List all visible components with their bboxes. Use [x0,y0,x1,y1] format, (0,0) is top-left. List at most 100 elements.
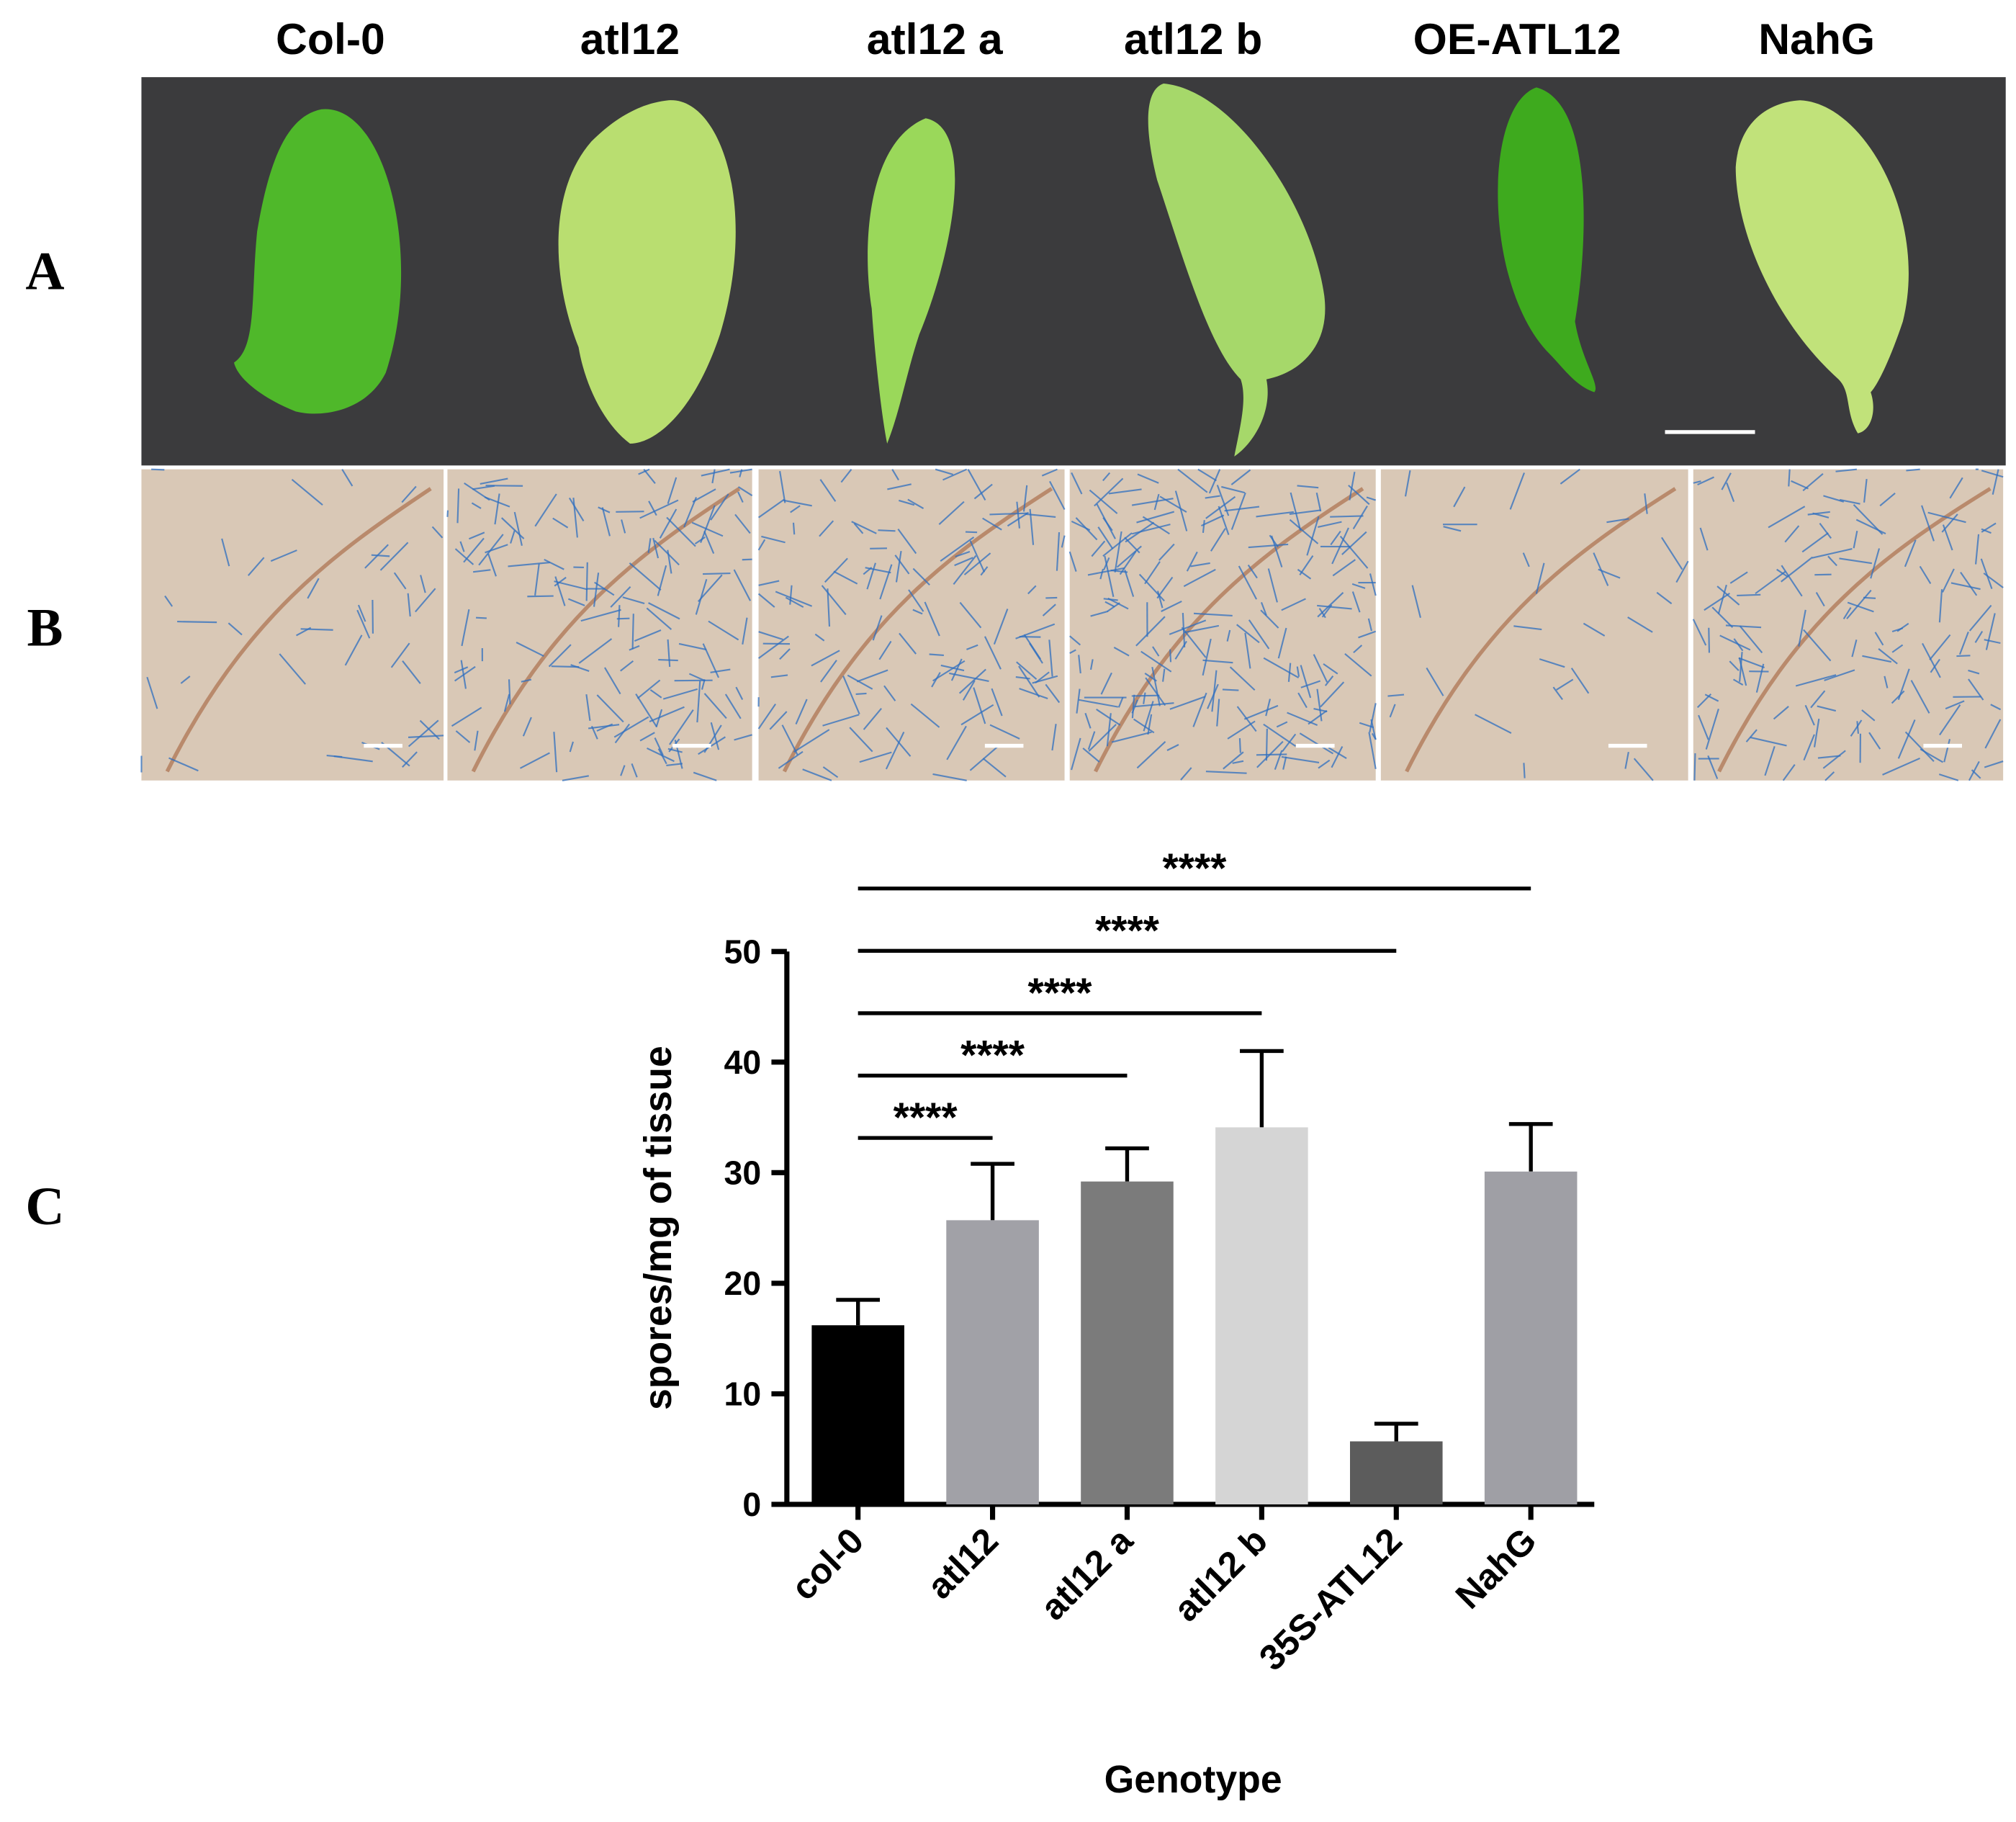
hypha [1804,704,1815,726]
hypha [1136,741,1166,769]
hypha [1323,663,1338,675]
hypha [1324,676,1334,686]
hypha [1267,568,1278,603]
hypha [1132,524,1171,535]
hypha [1174,490,1188,531]
hypha [631,763,638,778]
hypha [1368,732,1377,769]
hypha [1263,723,1297,748]
hypha [613,716,649,738]
hypha [1981,470,2004,478]
hypha [1707,755,1719,779]
hypha [1143,692,1146,704]
hypha [1027,585,1037,595]
hypha [775,591,813,607]
hypha [614,723,630,744]
hypha [1795,674,1837,687]
hypha [1299,732,1334,755]
hypha [761,535,786,544]
hypha [1781,565,1803,597]
hypha [779,471,786,503]
hypha [513,511,523,546]
hypha [1289,509,1321,515]
hypha [1104,601,1115,608]
hypha [942,468,968,481]
hypha [1960,572,1978,596]
hypha [1802,473,1824,492]
hypha [1921,505,1935,542]
hypha [621,519,626,534]
hypha [643,469,656,485]
hypha [180,676,191,684]
hypha [1276,721,1288,728]
hypha [1847,601,1874,613]
hypha [703,531,715,555]
hypha [789,585,793,605]
hypha [989,724,1020,740]
hypha [853,523,864,534]
hypha [534,493,557,527]
hypha [649,689,662,699]
hypha [1443,526,1462,532]
hypha [554,576,567,587]
hypha [1159,495,1187,513]
hypha [1230,469,1251,485]
hypha [1232,760,1244,764]
hypha [1102,532,1133,557]
hypha [1281,598,1306,611]
hypha [1184,624,1220,634]
hypha [1181,627,1207,658]
hypha [667,477,678,504]
hypha [1069,635,1081,646]
hypha [1949,477,1963,499]
hypha [802,768,832,781]
hypha [1078,655,1081,674]
hypha [1344,653,1372,677]
hypha [431,526,444,539]
hypha [1891,627,1904,633]
hypha [959,601,982,629]
hypha [548,644,572,668]
hypha [1358,630,1377,639]
hypha [1803,629,1832,662]
hypha [1661,537,1683,570]
hypha [1810,690,1826,709]
hypha [1475,714,1512,734]
hypha [1071,520,1091,531]
hypha [1768,506,1806,529]
hypha [940,664,965,672]
hypha [1798,609,1806,647]
hypha [1938,589,1943,623]
hypha [1269,534,1279,548]
hypha [654,737,664,756]
hypha [1824,669,1855,681]
hypha [1791,480,1809,490]
hypha [610,585,631,608]
hypha [1990,704,2002,711]
hypha [912,567,930,585]
hypha [510,530,516,544]
hypha [618,605,621,627]
hypha [792,522,796,535]
hypha [865,567,891,574]
hypha [1882,757,1920,776]
hypha [1056,532,1061,571]
hypha [1552,686,1563,701]
hypha [341,469,354,487]
hypha [1733,638,1744,652]
hypha [1884,676,1889,688]
hypha [1315,492,1322,512]
significance-label: **** [960,1033,1025,1079]
hypha [666,763,683,766]
hypha [1861,709,1876,722]
hypha [1606,518,1629,524]
hypha [1815,591,1825,607]
hypha [879,564,893,600]
significance-label: **** [1162,845,1227,892]
hypha [870,547,887,549]
hypha [969,540,986,573]
hypha [1874,632,1884,646]
hypha [636,679,661,699]
bar [946,1220,1039,1504]
